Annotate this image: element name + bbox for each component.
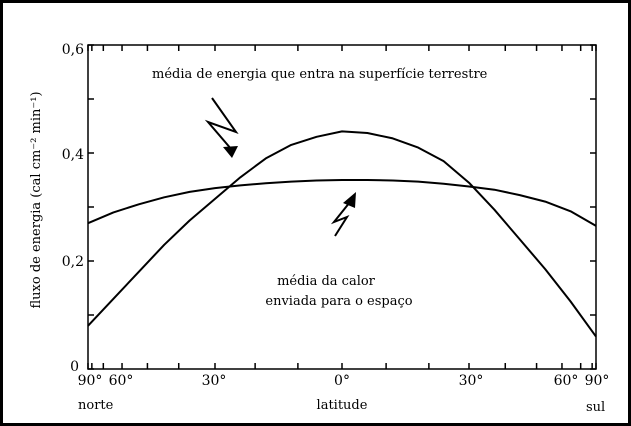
y-tick-label: 0,6 (62, 42, 84, 58)
series-line-incoming-energy (87, 130, 597, 338)
annotation-arrowhead-incoming (223, 146, 238, 158)
y-axis-title: fluxo de energia (cal cm⁻² min⁻¹) (29, 91, 44, 308)
annotation-arrow-incoming (204, 97, 239, 151)
x-tick-label: 0° (334, 373, 350, 389)
x-tick-label: 90° (78, 373, 103, 389)
x-tick-label: 30° (459, 373, 484, 389)
tick-marks (87, 44, 597, 370)
x-axis-title: latitude (317, 398, 368, 413)
y-tick-label: 0 (70, 359, 79, 375)
annotation-arrowhead-outgoing (343, 192, 356, 208)
x-end-label-south: sul (586, 400, 605, 415)
x-tick-label: 60° (554, 373, 579, 389)
x-end-label-north: norte (78, 398, 114, 413)
series-line-outgoing-heat (87, 179, 597, 227)
x-tick-label: 60° (109, 373, 134, 389)
series-group (87, 130, 597, 338)
annotation-incoming-energy: média de energia que entra na superfície… (152, 67, 488, 82)
plot-area (87, 44, 597, 370)
y-tick-label: 0,4 (62, 147, 84, 163)
annotation-outgoing-heat-line2: enviada para o espaço (265, 294, 412, 309)
x-tick-label: 30° (202, 373, 227, 389)
y-tick-label: 0,2 (62, 254, 84, 270)
x-tick-label: 90° (585, 373, 610, 389)
annotation-arrow-outgoing (330, 201, 351, 237)
annotation-outgoing-heat-line1: média da calor (277, 274, 376, 289)
